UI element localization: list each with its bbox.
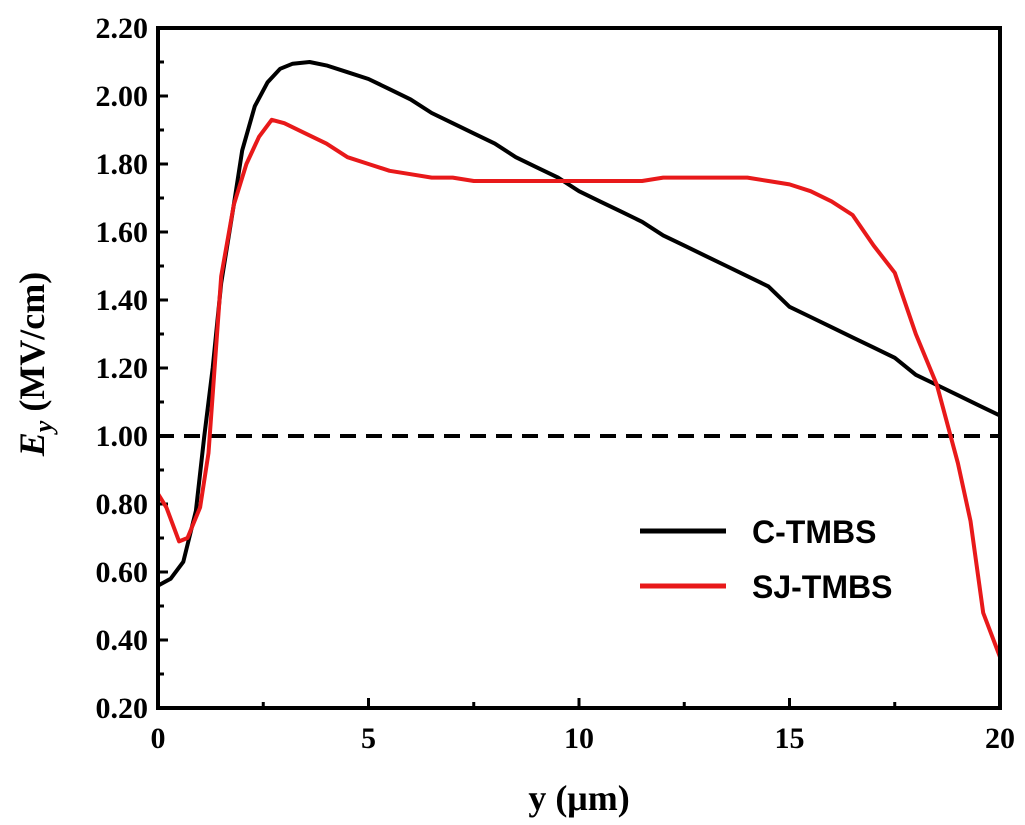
- series-line-sj-tmbs: [158, 117, 1000, 659]
- y-tick-label: 0.80: [96, 488, 149, 521]
- y-tick-label: 2.20: [96, 12, 149, 45]
- y-tick-label: 1.20: [96, 352, 149, 385]
- x-tick-label: 5: [361, 722, 376, 755]
- y-tick-label: 1.80: [96, 148, 149, 181]
- y-axis-label-unit: (MV/cm): [12, 272, 52, 421]
- y-tick-label: 1.60: [96, 216, 149, 249]
- y-tick-label: 0.40: [96, 624, 149, 657]
- plot-frame: [156, 26, 1002, 710]
- x-tick-label: 10: [564, 722, 594, 755]
- y-axis-label-main: E: [12, 432, 52, 457]
- x-tick-label: 0: [151, 722, 166, 755]
- plot-area: [158, 60, 1000, 659]
- y-tick-label: 1.00: [96, 420, 149, 453]
- x-tick-label: 20: [985, 722, 1015, 755]
- y-axis-ticks: 0.20 0.40 0.60 0.80 1.00 1.20 1.40 1.60 1.80 2.00…: [96, 12, 168, 725]
- series-layer: [158, 60, 1000, 659]
- y-tick-label: 2.00: [96, 80, 149, 113]
- y-tick-label: 0.20: [96, 692, 149, 725]
- series-line-c-tmbs: [158, 60, 1000, 588]
- x-axis-ticks: 0 5 10 15 20: [151, 698, 1015, 755]
- y-tick-label: 1.40: [96, 284, 149, 317]
- y-axis-label: Ey (MV/cm): [12, 272, 58, 457]
- y-tick-label: 0.60: [96, 556, 149, 589]
- x-axis-label: y (μm): [528, 778, 629, 818]
- legend-label-c-tmbs: C-TMBS: [752, 514, 876, 550]
- legend: C-TMBS SJ-TMBS: [640, 514, 892, 605]
- legend-label-sj-tmbs: SJ-TMBS: [752, 569, 892, 605]
- x-tick-label: 15: [775, 722, 805, 755]
- y-axis-label-subscript: y: [29, 420, 58, 435]
